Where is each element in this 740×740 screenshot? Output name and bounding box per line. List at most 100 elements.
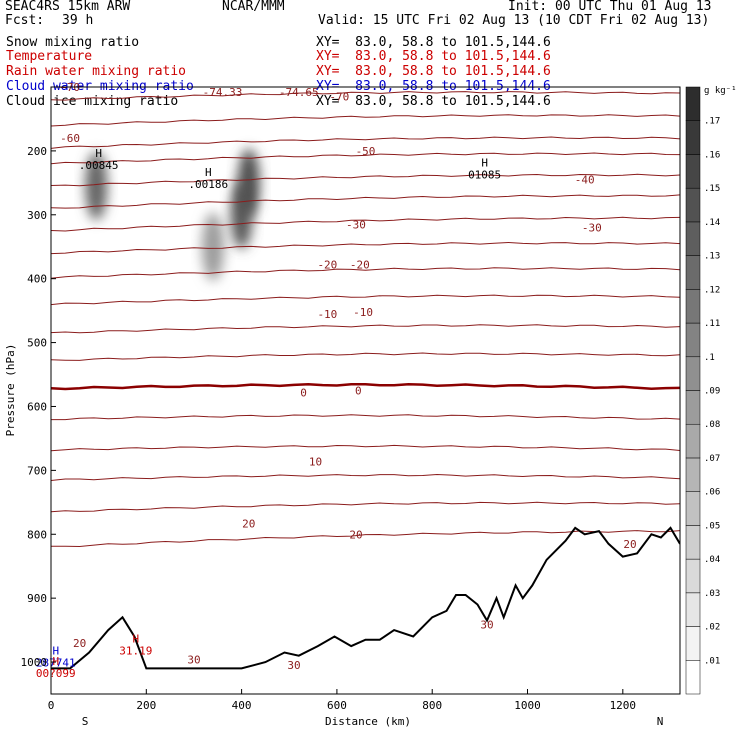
temperature-isotherm: [51, 216, 680, 232]
terrain-profile: [51, 526, 680, 670]
field-xy: XY= 83.0, 58.8 to 101.5,144.6: [316, 35, 551, 50]
field-xy: XY= 83.0, 58.8 to 101.5,144.6: [316, 94, 551, 109]
extremum-h-marker: H: [52, 655, 59, 668]
x-tick-label: 0: [48, 699, 55, 712]
colorbar-tick-label: .04: [704, 555, 720, 565]
colorbar-unit: g kg⁻¹: [704, 86, 737, 96]
x-tick-label: 200: [136, 699, 156, 712]
colorbar-bin: [685, 491, 701, 526]
temperature-isotherm: [51, 501, 680, 513]
colorbar-tick-label: .16: [704, 150, 720, 160]
colorbar-tick-label: .05: [704, 521, 720, 531]
init-time: Init: 00 UTC Thu 01 Aug 13: [508, 0, 712, 14]
extremum-value-label: 01085: [468, 168, 501, 181]
extremum-value-label: .00186: [188, 178, 228, 191]
x-tick-label: 1000: [514, 699, 541, 712]
temperature-isotherm: [51, 382, 680, 391]
contour-min-label: -74.33: [203, 86, 243, 99]
y-tick-label: 600: [27, 400, 47, 413]
forecast-label: Fcst:: [5, 13, 45, 28]
temperature-isotherm: [51, 473, 680, 481]
contour-min-label: -74.65: [279, 86, 319, 99]
temperature-contour-label: -20: [317, 259, 337, 272]
y-axis-label: Pressure (hPa): [4, 344, 17, 437]
temperature-isotherm: [51, 114, 680, 127]
temperature-contour-label: -60: [60, 132, 80, 145]
colorbar-tick-label: .01: [704, 656, 720, 666]
temperature-isotherm: [51, 444, 680, 452]
temperature-contour-label: -10: [353, 306, 373, 319]
field-name: Snow mixing ratio: [6, 35, 140, 50]
temperature-contour-label: 30: [187, 653, 200, 666]
org-label: NCAR/MMM: [222, 0, 285, 14]
x-tick-label: 800: [422, 699, 442, 712]
y-tick-label: 500: [27, 337, 47, 350]
temperature-contour-label: 20: [349, 528, 362, 541]
temperature-contour-label: 0: [300, 386, 307, 399]
temperature-contour-label: -30: [346, 218, 366, 231]
temperature-isotherm: [51, 414, 680, 421]
temperature-isotherm: [51, 91, 680, 101]
colorbar-bin: [685, 221, 701, 256]
extremum-value-label: 00?099: [36, 667, 76, 680]
temperature-contour-label: -70: [329, 91, 349, 104]
temperature-contours: [51, 91, 680, 548]
x-tick-label: 1200: [610, 699, 637, 712]
extremum-h-marker: H: [95, 147, 102, 160]
shading-blob: [202, 212, 225, 281]
contour-labels: -60 -70 -50 -40 -30 -30 -20 -20 -10 -10 0 0 10 20 20 20…: [36, 81, 637, 680]
temperature-contour-label: 20: [242, 517, 255, 530]
shading-blob: [237, 148, 260, 217]
y-tick-label: 200: [27, 145, 47, 158]
colorbar-bin: [685, 390, 701, 425]
field-name: Rain water mixing ratio: [6, 64, 187, 79]
valid-time: Valid: 15 UTC Fri 02 Aug 13 (10 CDT Fri …: [318, 13, 710, 28]
temperature-contour-label: -10: [317, 308, 337, 321]
colorbar-bin: [685, 255, 701, 290]
axes: 0 200 400 600 800 1000 12002003004005006007008…: [21, 145, 637, 712]
colorbar-tick-label: .06: [704, 488, 720, 498]
y-tick-label: 900: [27, 592, 47, 605]
temperature-isotherm: [51, 241, 680, 255]
temperature-isotherm: [51, 294, 680, 306]
extremum-value-label: 31.19: [119, 644, 152, 657]
x-axis-label: Distance (km): [325, 715, 411, 728]
colorbar-bin: [685, 120, 701, 155]
colorbar-tick-label: .13: [704, 252, 720, 262]
colorbar-tick-label: .14: [704, 218, 720, 228]
colorbar-tick-label: .17: [704, 117, 720, 127]
y-tick-label: 800: [27, 528, 47, 541]
field-xy: XY= 83.0, 58.8 to 101.5,144.6: [316, 64, 551, 79]
y-tick-label: 400: [27, 273, 47, 286]
temperature-contour-label: 20: [623, 538, 636, 551]
temperature-contour-label: -20: [350, 259, 370, 272]
temperature-contour-label: 30: [287, 659, 300, 672]
colorbar-bin: [685, 423, 701, 459]
colorbar-tick-label: .07: [704, 454, 720, 464]
north-label: N: [657, 715, 664, 728]
extremum-value-label: .00845: [79, 159, 119, 172]
temperature-contour-label: -50: [356, 145, 376, 158]
temperature-isotherm: [51, 194, 680, 209]
colorbar-bin: [685, 86, 701, 121]
contour-min-label: 20: [73, 637, 86, 650]
extremum-value-label: 287741: [36, 657, 76, 670]
colorbar-bin: [685, 626, 701, 661]
mixing-ratio-shading: [85, 148, 260, 281]
forecast-hour: 39 h: [62, 13, 94, 28]
colorbar-bin: [685, 558, 701, 594]
colorbar-bin: [685, 592, 701, 627]
colorbar-tick-label: .11: [704, 319, 720, 329]
colorbar-tick-label: .09: [704, 387, 720, 397]
terrain-line: [51, 526, 680, 670]
colorbar-bin: [685, 457, 701, 492]
colorbar-bin: [685, 154, 701, 189]
colorbar-bin: [685, 322, 701, 358]
shading-blob: [85, 152, 108, 221]
temperature-isotherm: [51, 152, 680, 165]
temperature-contour-label: 0: [355, 385, 362, 398]
extremum-h-marker: H: [481, 156, 488, 169]
colorbar: .01 .02 .03 .04 .05 .06 .07 .08 .09 .1 .11 .12 .13 .1…: [685, 86, 720, 695]
extremum-h-marker: H: [133, 632, 140, 645]
